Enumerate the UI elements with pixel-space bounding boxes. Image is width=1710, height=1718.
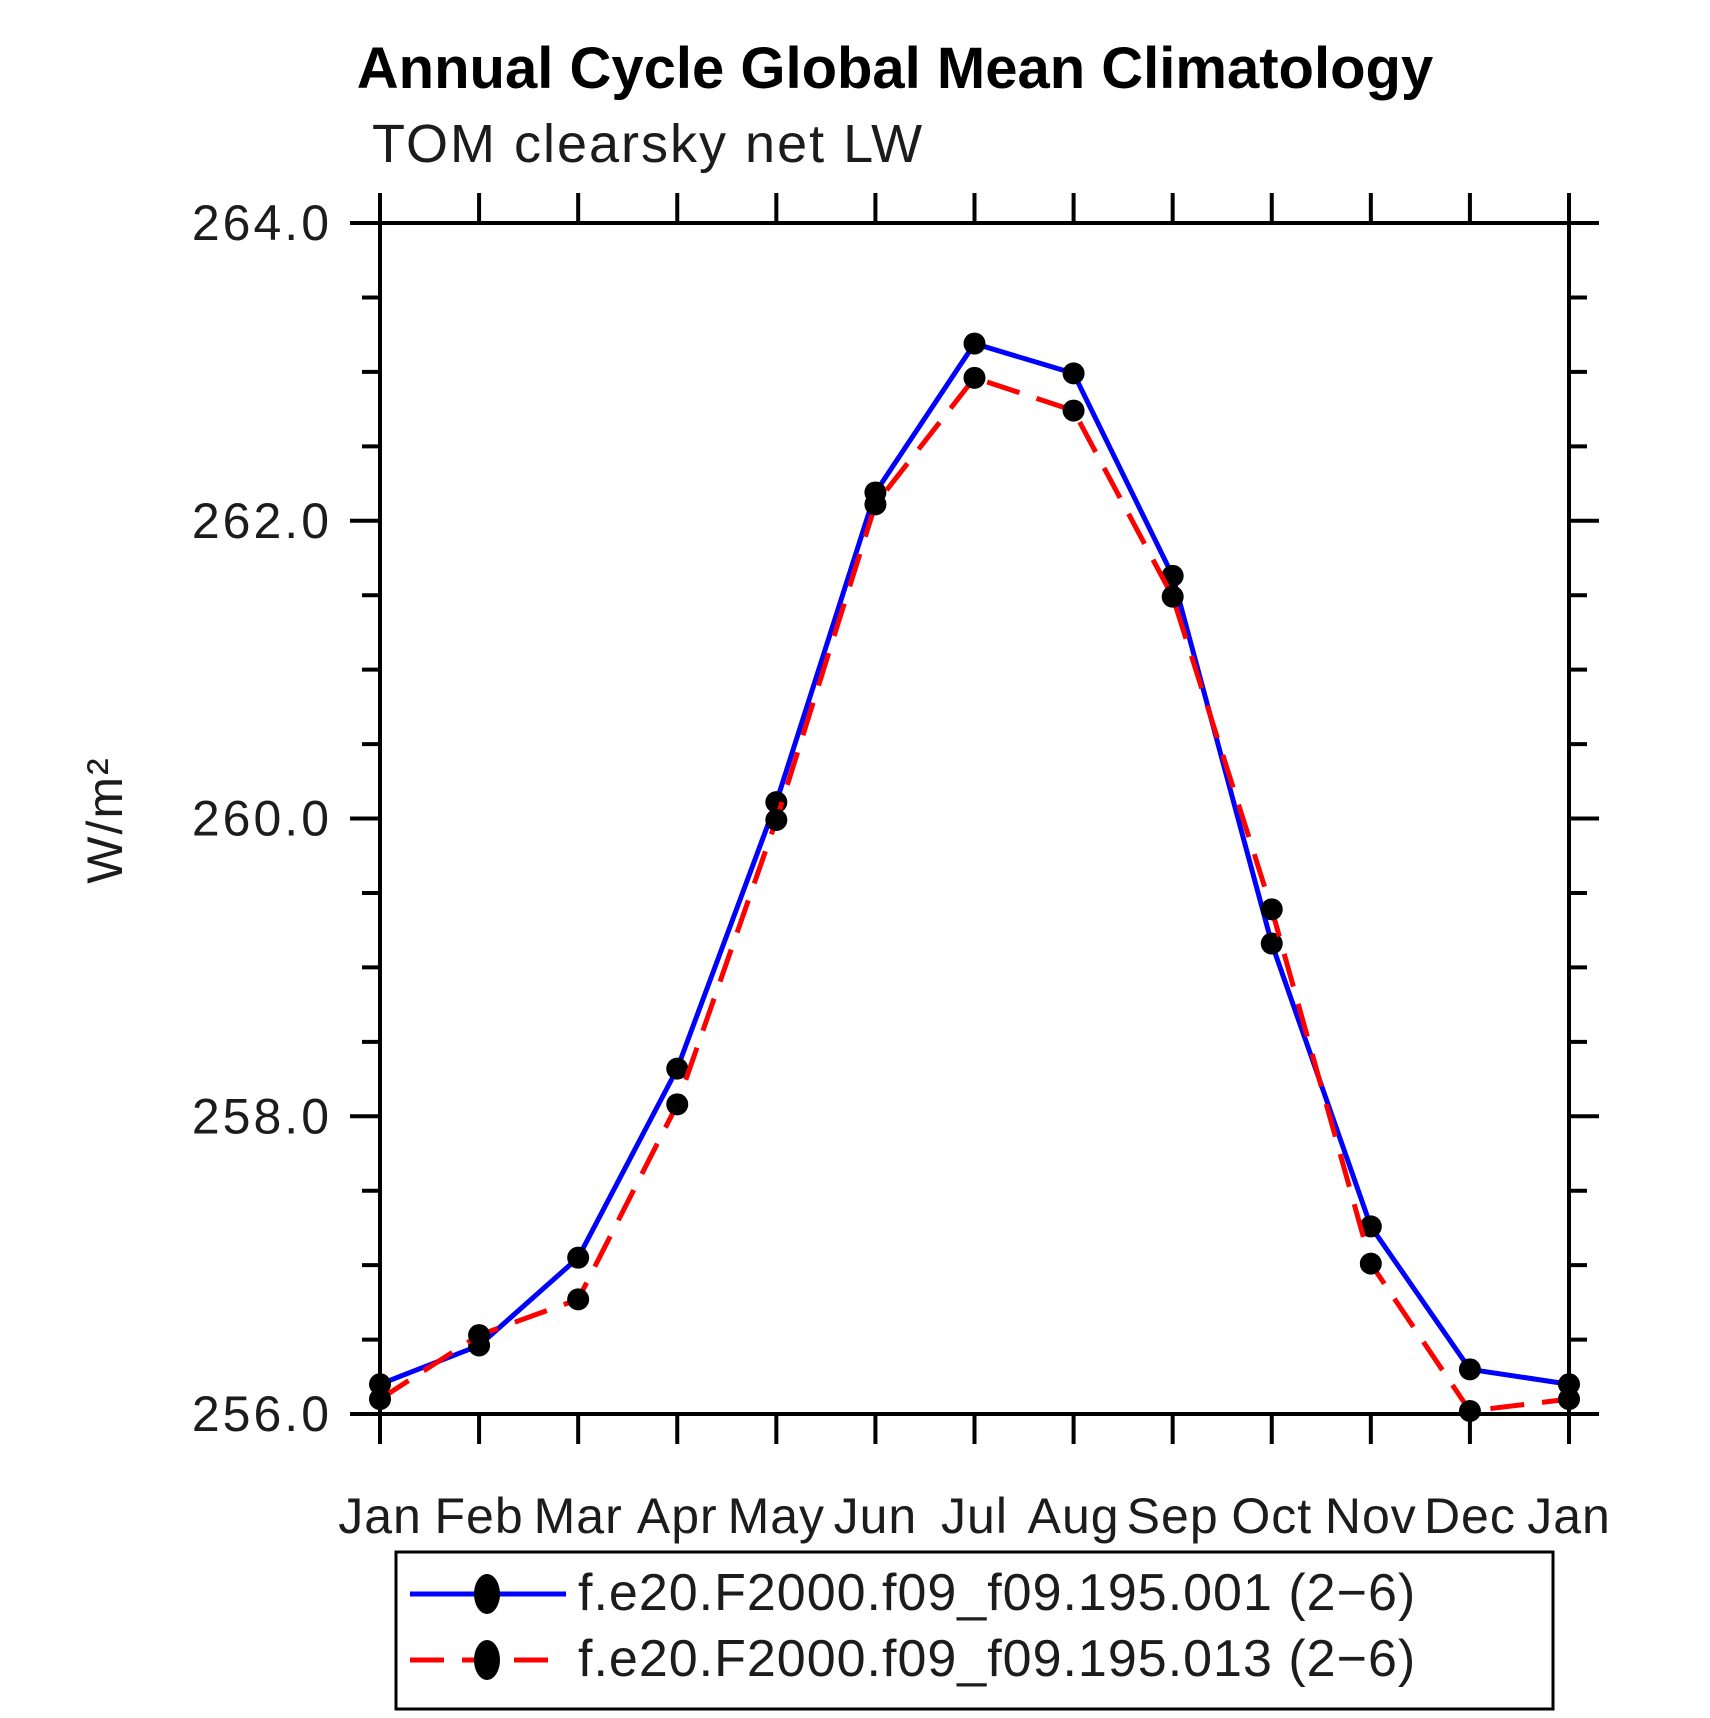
data-point-marker (1062, 362, 1085, 385)
data-point-marker (567, 1288, 590, 1311)
legend-box: f.e20.F2000.f09_f09.195.001 (2−6) f.e20.… (394, 1550, 1555, 1711)
month-label: Jun (834, 1488, 918, 1544)
legend-border (394, 1550, 1555, 1711)
data-point-marker (765, 808, 788, 831)
data-point-marker (1062, 399, 1085, 422)
y-tick-label: 262.0 (192, 493, 332, 549)
chart-title: Annual Cycle Global Mean Climatology (357, 36, 1433, 101)
data-point-marker (864, 493, 887, 516)
y-tick-label: 256.0 (192, 1386, 332, 1442)
month-label: Mar (534, 1488, 623, 1544)
month-label: Aug (1028, 1488, 1120, 1544)
data-point-marker (1161, 585, 1184, 608)
chart-subtitle: TOM clearsky net LW (372, 114, 924, 174)
month-label: Jan (338, 1488, 422, 1544)
legend-label-series-013: f.e20.F2000.f09_f09.195.013 (2−6) (578, 1630, 1416, 1688)
legend-marker (474, 1574, 500, 1614)
month-label: Jan (1527, 1488, 1611, 1544)
y-axis-label: W/m² (77, 756, 133, 883)
data-point-marker (666, 1093, 689, 1116)
legend-samples (410, 1574, 566, 1680)
month-label: Jul (941, 1488, 1008, 1544)
legend-label-series-001: f.e20.F2000.f09_f09.195.001 (2−6) (578, 1564, 1416, 1622)
month-label: Apr (637, 1488, 718, 1544)
plot-box (378, 221, 1571, 1416)
series-layer (369, 332, 1580, 1423)
data-point-marker (1458, 1358, 1481, 1381)
data-point-marker (1260, 898, 1283, 921)
month-label: Sep (1127, 1488, 1219, 1544)
month-label: Feb (434, 1488, 523, 1544)
month-label: Nov (1325, 1488, 1417, 1544)
series-line-0 (379, 340, 1570, 1387)
axes-layer: Jan Feb Mar Apr May Jun Jul Aug Sep Oct Nov Dec Jan2… (192, 193, 1611, 1544)
data-point-marker (1558, 1388, 1580, 1411)
y-tick-label: 258.0 (192, 1088, 332, 1144)
data-point-marker (468, 1324, 491, 1347)
month-label: Oct (1231, 1488, 1312, 1544)
data-point-marker (1260, 932, 1283, 955)
month-label: Dec (1424, 1488, 1516, 1544)
data-point-marker (567, 1246, 590, 1269)
y-tick-label: 264.0 (192, 195, 332, 251)
data-point-marker (1359, 1252, 1382, 1275)
data-point-marker (963, 366, 986, 389)
data-point-marker (666, 1057, 689, 1080)
month-label: May (728, 1488, 825, 1544)
data-point-marker (369, 1388, 391, 1411)
y-tick-label: 260.0 (192, 791, 332, 847)
data-point-marker (963, 332, 986, 355)
data-point-marker (1359, 1215, 1382, 1238)
data-point-marker (1458, 1400, 1481, 1423)
legend-marker (474, 1640, 500, 1680)
